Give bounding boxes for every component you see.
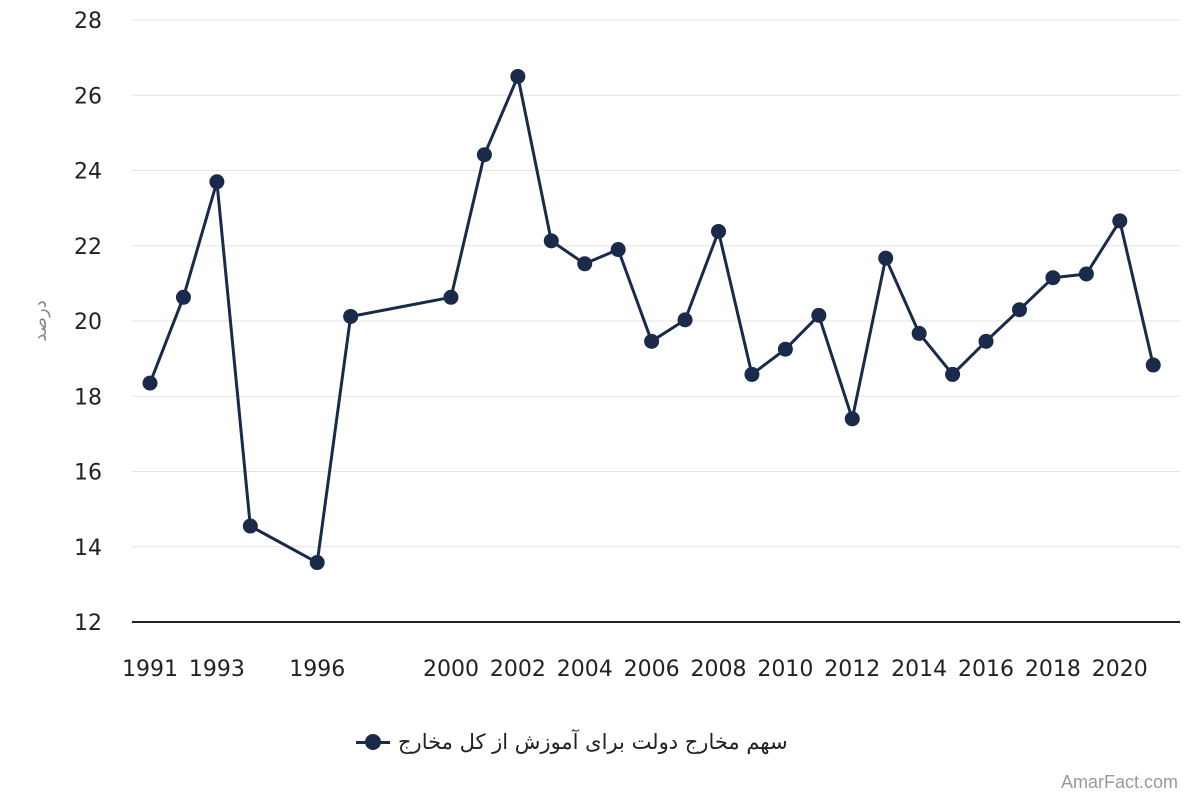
data-point[interactable] (1078, 266, 1094, 282)
data-point[interactable] (543, 233, 559, 249)
data-point[interactable] (309, 555, 325, 571)
x-tick-label: 2014 (891, 657, 947, 682)
x-tick-label: 2002 (490, 657, 546, 682)
data-points (142, 68, 1161, 571)
x-tick-label: 2018 (1025, 657, 1081, 682)
data-point[interactable] (343, 308, 359, 324)
grid-lines (132, 19, 1180, 623)
y-tick-label: 12 (74, 611, 102, 636)
y-tick-label: 26 (74, 84, 102, 109)
data-point[interactable] (142, 375, 158, 391)
y-tick-label: 24 (74, 160, 102, 185)
data-point[interactable] (242, 518, 258, 534)
y-tick-label: 14 (74, 536, 102, 561)
data-point[interactable] (610, 242, 626, 258)
x-tick-label: 1996 (289, 657, 345, 682)
x-tick-label: 2016 (958, 657, 1014, 682)
data-point[interactable] (443, 289, 459, 305)
y-tick-label: 20 (74, 310, 102, 335)
x-tick-label: 2010 (757, 657, 813, 682)
y-tick-label: 16 (74, 461, 102, 486)
data-point[interactable] (844, 411, 860, 427)
watermark: AmarFact.com (1060, 772, 1178, 792)
y-tick-label: 28 (74, 9, 102, 34)
y-tick-label: 18 (74, 385, 102, 410)
data-point[interactable] (209, 174, 225, 190)
data-point[interactable] (510, 68, 526, 84)
legend-label: سهم مخارج دولت برای آموزش از کل مخارج (398, 730, 788, 754)
data-point[interactable] (476, 147, 492, 163)
data-point[interactable] (711, 223, 727, 239)
y-axis-label-group: درصد (30, 300, 51, 341)
legend-marker-icon (356, 732, 390, 752)
data-point[interactable] (811, 307, 827, 323)
legend[interactable]: سهم مخارج دولت برای آموزش از کل مخارج (356, 724, 788, 760)
data-point[interactable] (978, 333, 994, 349)
x-tick-label: 2020 (1092, 657, 1148, 682)
y-axis-ticks: 12 14 16 18 20 22 24 26 28 (74, 9, 102, 636)
data-point[interactable] (878, 250, 894, 266)
data-point[interactable] (945, 366, 961, 382)
x-tick-label: 1993 (189, 657, 245, 682)
x-tick-label: 2008 (691, 657, 747, 682)
data-point[interactable] (677, 312, 693, 328)
data-point[interactable] (1145, 357, 1161, 373)
y-axis-label: درصد (30, 300, 51, 341)
x-tick-label: 2000 (423, 657, 479, 682)
data-point[interactable] (577, 256, 593, 272)
data-point[interactable] (1011, 302, 1027, 318)
data-point[interactable] (175, 289, 191, 305)
x-tick-label: 2012 (824, 657, 880, 682)
data-point[interactable] (644, 333, 660, 349)
y-tick-label: 22 (74, 235, 102, 260)
data-point[interactable] (1045, 270, 1061, 286)
x-axis-ticks: 1991 1993 1996 2000 2002 2004 2006 2008 2010 2012… (122, 657, 1148, 682)
data-point[interactable] (744, 366, 760, 382)
x-tick-label: 1991 (122, 657, 178, 682)
data-point[interactable] (911, 325, 927, 341)
data-point[interactable] (777, 341, 793, 357)
x-tick-label: 2004 (557, 657, 613, 682)
data-point[interactable] (1112, 213, 1128, 229)
series-line (148, 74, 1155, 565)
x-tick-label: 2006 (624, 657, 680, 682)
